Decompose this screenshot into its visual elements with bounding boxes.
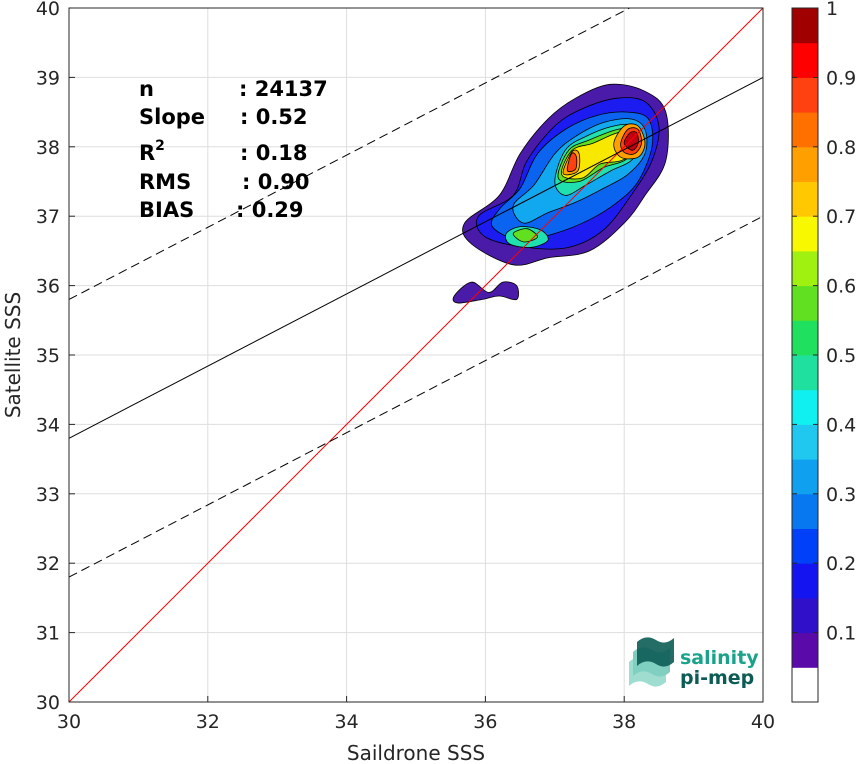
colorbar-bin	[792, 250, 818, 287]
x-tick-label: 32	[196, 711, 220, 733]
stat-r2-value: : 0.18	[240, 141, 308, 165]
x-axis-ticks: 30 32 34 36 38 40	[57, 696, 775, 733]
colorbar-bin	[792, 459, 818, 495]
colorbar-bin	[792, 597, 818, 634]
colorbar-bin	[792, 528, 818, 564]
stat-r2-sup: 2	[155, 138, 165, 154]
colorbar-bin	[792, 424, 818, 460]
y-tick-label: 32	[36, 553, 60, 575]
identity-line	[68, 7, 764, 703]
colorbar-bin	[792, 667, 818, 703]
colorbar	[792, 8, 818, 703]
y-tick-label: 40	[36, 0, 60, 20]
colorbar-bin	[792, 355, 818, 391]
logo-text-pi-mep: pi-mep	[680, 667, 754, 689]
colorbar-tick-label: 0.2	[826, 553, 856, 575]
colorbar-tick-label: 0.9	[826, 67, 856, 89]
stat-rms-value: : 0.90	[242, 170, 310, 194]
reference-lines	[68, 7, 764, 703]
y-axis-ticks: 30 31 32 33 34 35 36 37 38 39 40	[36, 0, 75, 714]
y-tick-label: 38	[36, 137, 60, 159]
colorbar-bin	[792, 563, 818, 599]
stat-slope-value: : 0.52	[240, 105, 308, 129]
colorbar-bin	[792, 285, 818, 321]
colorbar-bin	[792, 112, 818, 148]
stats-box: n : 24137 Slope : 0.52 R2 : 0.18 RMS : 0…	[139, 77, 328, 222]
stat-rms-label: RMS	[139, 170, 191, 194]
colorbar-tick-label: 0.1	[826, 623, 856, 645]
y-tick-label: 37	[36, 206, 60, 228]
colorbar-bin	[792, 42, 818, 78]
colorbar-bin	[792, 216, 818, 252]
stat-r2-label: R2	[139, 138, 165, 165]
colorbar-bin	[792, 8, 818, 44]
x-tick-label: 30	[57, 711, 81, 733]
stat-slope-label: Slope	[139, 105, 205, 129]
colorbar-bin	[792, 77, 818, 113]
x-tick-label: 40	[751, 711, 775, 733]
x-tick-label: 38	[612, 711, 636, 733]
density-contours	[452, 83, 669, 304]
y-tick-label: 31	[36, 623, 60, 645]
colorbar-tick-label: 0.4	[826, 414, 856, 436]
y-axis-label: Satellite SSS	[1, 292, 25, 418]
x-axis-label: Saildrone SSS	[347, 741, 485, 764]
y-tick-label: 35	[36, 345, 60, 367]
stat-bias-label: BIAS	[139, 198, 194, 222]
lower-bound-line	[68, 215, 764, 578]
x-tick-label: 34	[335, 711, 359, 733]
upper-bound-line	[68, 7, 630, 300]
colorbar-bin	[792, 146, 818, 182]
colorbar-bin	[792, 320, 818, 356]
colorbar-bin	[792, 632, 818, 668]
density-contour	[566, 152, 578, 173]
colorbar-tick-label: 0.7	[826, 206, 856, 228]
stat-bias-value: : 0.29	[236, 198, 304, 222]
colorbar-tick-label: 1	[826, 0, 838, 20]
x-tick-label: 36	[473, 711, 497, 733]
stat-n-label: n	[139, 77, 154, 101]
colorbar-bin	[792, 389, 818, 425]
colorbar-bin	[792, 181, 818, 217]
stat-n-value: : 24137	[239, 77, 328, 101]
salinity-pi-mep-logo: salinity pi-mep	[629, 637, 759, 689]
colorbar-tick-label: 0.5	[826, 345, 856, 367]
colorbar-tick-label: 0.3	[826, 484, 856, 506]
y-tick-label: 30	[36, 692, 60, 714]
colorbar-ticks: 0.1 0.2 0.3 0.4 0.5 0.6 0.7 0.8 0.9 1	[792, 0, 856, 645]
waves-icon	[629, 637, 674, 687]
colorbar-bin	[792, 493, 818, 529]
y-tick-label: 34	[36, 414, 60, 436]
y-tick-label: 33	[36, 484, 60, 506]
colorbar-tick-label: 0.8	[826, 137, 856, 159]
logo-text-salinity: salinity	[680, 647, 759, 669]
y-tick-label: 36	[36, 276, 60, 298]
y-tick-label: 39	[36, 67, 60, 89]
colorbar-tick-label: 0.6	[826, 276, 856, 298]
stat-r2-base: R	[139, 141, 155, 165]
density-contour	[512, 228, 538, 243]
regression-line	[68, 76, 764, 439]
